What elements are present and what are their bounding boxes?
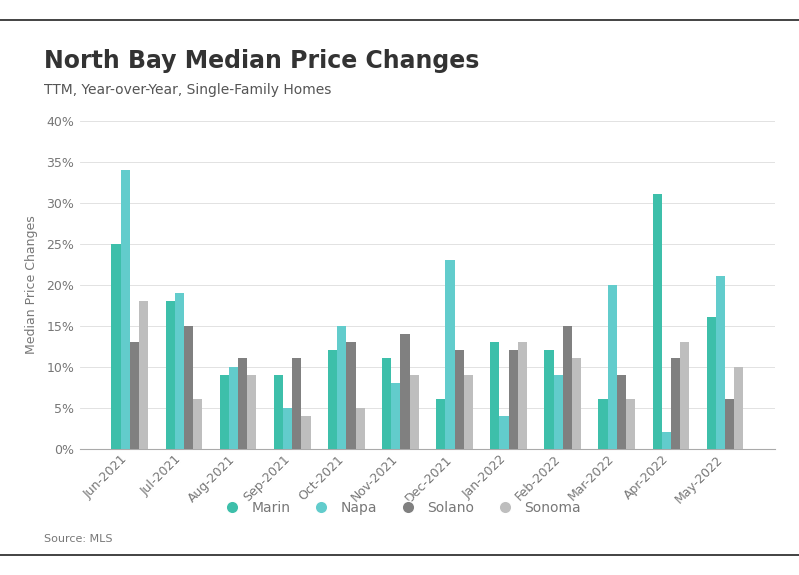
Bar: [193, 399, 202, 448]
Bar: [328, 350, 337, 448]
Bar: [130, 342, 139, 448]
Bar: [445, 260, 455, 448]
Bar: [382, 358, 392, 449]
Bar: [346, 342, 356, 448]
Bar: [716, 277, 725, 448]
Bar: [455, 350, 463, 448]
Bar: [617, 375, 626, 449]
Bar: [725, 399, 734, 448]
Bar: [301, 416, 311, 448]
Bar: [337, 325, 346, 448]
Bar: [436, 399, 445, 448]
Bar: [518, 342, 527, 448]
Text: Source: MLS: Source: MLS: [44, 534, 113, 544]
Bar: [175, 293, 184, 448]
Bar: [292, 358, 301, 449]
Bar: [491, 342, 499, 448]
Bar: [653, 194, 662, 448]
Bar: [706, 317, 716, 448]
Bar: [400, 334, 410, 449]
Bar: [392, 383, 400, 449]
Bar: [680, 342, 690, 448]
Text: TTM, Year-over-Year, Single-Family Homes: TTM, Year-over-Year, Single-Family Homes: [44, 83, 332, 97]
Bar: [121, 170, 130, 448]
Bar: [356, 408, 364, 448]
Text: North Bay Median Price Changes: North Bay Median Price Changes: [44, 49, 479, 73]
Bar: [139, 301, 149, 448]
Bar: [499, 416, 509, 448]
Y-axis label: Median Price Changes: Median Price Changes: [25, 215, 38, 354]
Bar: [463, 375, 473, 449]
Bar: [248, 375, 256, 449]
Bar: [229, 367, 238, 448]
Bar: [410, 375, 419, 449]
Bar: [671, 358, 680, 449]
Bar: [283, 408, 292, 448]
Bar: [509, 350, 518, 448]
Bar: [274, 375, 283, 449]
Bar: [184, 325, 193, 448]
Bar: [572, 358, 581, 449]
Bar: [734, 367, 743, 448]
Bar: [238, 358, 248, 449]
Legend: Marin, Napa, Solano, Sonoma: Marin, Napa, Solano, Sonoma: [213, 495, 586, 520]
Bar: [662, 432, 671, 448]
Bar: [165, 301, 175, 448]
Bar: [220, 375, 229, 449]
Bar: [112, 244, 121, 448]
Bar: [607, 285, 617, 448]
Bar: [598, 399, 607, 448]
Bar: [626, 399, 635, 448]
Bar: [544, 350, 554, 448]
Bar: [562, 325, 572, 448]
Bar: [554, 375, 562, 449]
